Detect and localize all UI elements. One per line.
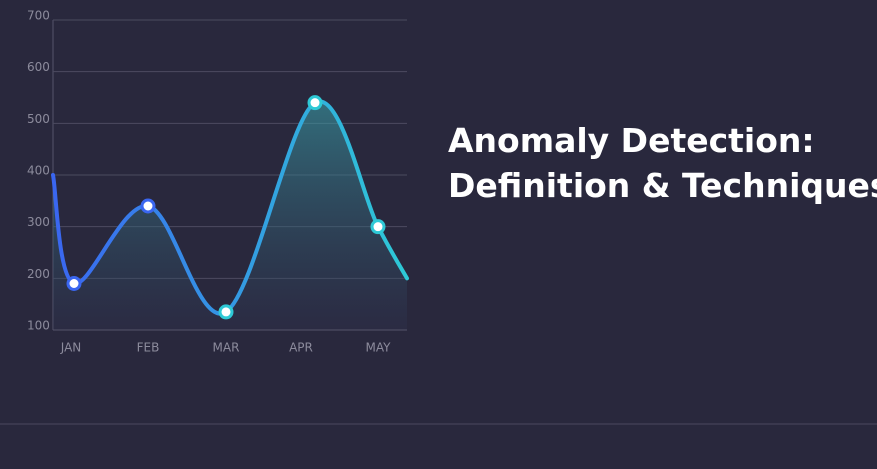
marker — [370, 219, 386, 235]
marker — [218, 304, 234, 320]
x-tick-label: JAN — [60, 341, 82, 355]
headline: Anomaly Detection: — [448, 121, 815, 160]
y-tick-label: 400 — [27, 164, 50, 178]
marker — [140, 198, 156, 214]
y-tick-label: 700 — [27, 9, 50, 23]
marker — [307, 95, 323, 111]
x-tick-label: FEB — [137, 341, 160, 355]
x-tick-label: MAY — [366, 341, 392, 355]
x-tick-label: MAR — [213, 341, 240, 355]
marker — [66, 276, 82, 291]
y-tick-label: 100 — [27, 319, 50, 333]
y-tick-label: 200 — [27, 267, 50, 281]
x-tick-label: APR — [289, 341, 313, 355]
headline: Definition & Techniques — [448, 166, 877, 205]
y-tick-label: 500 — [27, 112, 50, 126]
y-tick-label: 300 — [27, 215, 50, 229]
area — [53, 101, 407, 331]
y-tick-label: 600 — [27, 60, 50, 74]
